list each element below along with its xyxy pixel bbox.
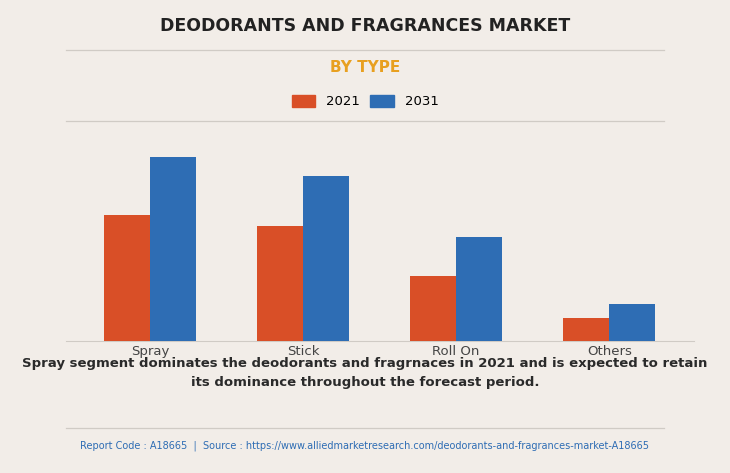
Bar xyxy=(104,215,150,341)
Bar xyxy=(456,237,502,341)
Text: BY TYPE: BY TYPE xyxy=(330,60,400,75)
Text: DEODORANTS AND FRAGRANCES MARKET: DEODORANTS AND FRAGRANCES MARKET xyxy=(160,17,570,35)
Text: Spray segment dominates the deodorants and fragrnaces in 2021 and is expected to: Spray segment dominates the deodorants a… xyxy=(23,357,707,389)
Bar xyxy=(303,175,349,341)
Bar xyxy=(150,158,196,341)
Bar xyxy=(564,318,610,341)
Bar xyxy=(610,304,656,341)
Bar xyxy=(410,276,456,341)
Text: Report Code : A18665  |  Source : https://www.alliedmarketresearch.com/deodorant: Report Code : A18665 | Source : https://… xyxy=(80,441,650,451)
Legend: 2021, 2031: 2021, 2031 xyxy=(286,89,444,114)
Bar xyxy=(257,226,303,341)
